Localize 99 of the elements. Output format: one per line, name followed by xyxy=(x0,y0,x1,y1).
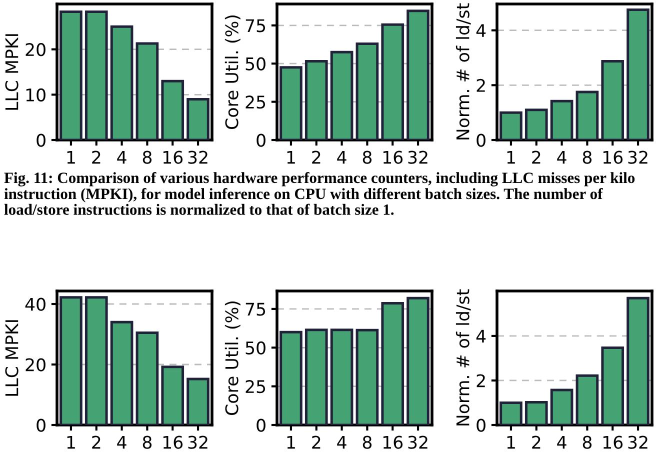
bar xyxy=(576,90,599,140)
bar xyxy=(626,8,650,140)
y-tick-label: 20 xyxy=(26,358,46,372)
y-axis-title: LLC MPKI xyxy=(5,34,18,110)
x-tick-label: 8 xyxy=(142,436,152,449)
bar xyxy=(186,378,210,425)
caption: Fig. 11: Comparison of various hardware performance counters, including LLC misses per kilo instruction (MPKI), for model inference on CPU with different batch sizes. The number of load/store instructions is normalized to that of batch size 1. xyxy=(4,172,635,215)
bar xyxy=(500,111,522,140)
x-tick-label: 8 xyxy=(582,150,592,164)
x-tick-label: 1 xyxy=(287,150,295,164)
y-tick-label: 0 xyxy=(476,418,486,432)
x-tick-label: 32 xyxy=(628,150,648,164)
bar xyxy=(381,302,404,425)
y-tick-label: 4 xyxy=(476,330,486,343)
x-tick-label: 2 xyxy=(92,150,100,164)
x-tick-label: 2 xyxy=(532,436,540,449)
bar xyxy=(381,23,404,140)
y-tick-label: 4 xyxy=(476,24,486,37)
y-tick-label: 40 xyxy=(25,298,46,311)
x-tick-label: 1 xyxy=(67,436,75,449)
y-tick-label: 20 xyxy=(26,43,46,56)
bar xyxy=(524,108,548,140)
y-tick-label: 0 xyxy=(256,418,266,432)
y-tick-label: 0 xyxy=(36,134,46,147)
bar xyxy=(550,388,574,425)
bar xyxy=(576,374,599,425)
y-axis-title: Core Util. (%) xyxy=(224,302,240,415)
x-tick-label: 8 xyxy=(142,150,152,164)
x-tick-label: 16 xyxy=(603,150,623,164)
bar xyxy=(330,328,354,425)
x-tick-label: 2 xyxy=(92,436,100,449)
bar xyxy=(136,331,159,425)
x-tick-label: 1 xyxy=(67,150,75,164)
y-axis-title: Core Util. (%) xyxy=(224,16,240,129)
x-tick-label: 16 xyxy=(163,150,183,164)
y-tick-label: 0 xyxy=(36,418,46,432)
y-tick-label: 75 xyxy=(246,19,266,32)
y-tick-label: 2 xyxy=(476,78,485,92)
x-tick-label: 4 xyxy=(117,150,126,164)
bar xyxy=(626,296,650,425)
x-tick-label: 4 xyxy=(337,150,346,164)
x-tick-label: 4 xyxy=(337,436,346,449)
bar xyxy=(280,330,302,425)
bar xyxy=(161,366,184,425)
x-tick-label: 4 xyxy=(557,436,566,449)
bar xyxy=(500,401,522,425)
bar xyxy=(110,320,134,425)
x-tick-label: 32 xyxy=(188,436,208,449)
bar xyxy=(304,328,328,425)
x-tick-label: 16 xyxy=(603,436,623,449)
y-tick-label: 50 xyxy=(246,341,266,354)
x-tick-label: 8 xyxy=(362,150,372,164)
y-axis-title: Norm. # of ld/st xyxy=(456,289,471,426)
x-tick-label: 1 xyxy=(507,436,515,449)
bar xyxy=(280,66,302,140)
bar xyxy=(161,80,184,140)
bar xyxy=(110,25,134,140)
bar xyxy=(601,346,624,425)
x-tick-label: 8 xyxy=(362,436,372,449)
x-tick-label: 16 xyxy=(163,436,183,449)
x-tick-label: 16 xyxy=(383,150,403,164)
bar xyxy=(84,296,108,425)
y-tick-label: 10 xyxy=(26,88,46,102)
y-tick-label: 25 xyxy=(246,96,266,109)
x-tick-label: 1 xyxy=(507,150,515,164)
bar xyxy=(356,42,379,140)
x-tick-label: 2 xyxy=(312,150,320,164)
x-tick-label: 16 xyxy=(383,436,403,449)
x-tick-label: 4 xyxy=(117,436,126,449)
bar xyxy=(136,42,159,140)
x-tick-label: 32 xyxy=(408,150,428,164)
x-tick-label: 1 xyxy=(287,436,295,449)
y-tick-label: 50 xyxy=(246,57,266,70)
y-tick-label: 0 xyxy=(476,134,486,147)
bar xyxy=(406,296,430,425)
bar xyxy=(356,328,379,425)
x-tick-label: 32 xyxy=(408,436,428,449)
bar xyxy=(524,401,548,425)
x-tick-label: 4 xyxy=(557,150,566,164)
y-tick-label: 75 xyxy=(246,302,266,316)
x-tick-label: 2 xyxy=(532,150,540,164)
bar xyxy=(406,10,430,140)
bar xyxy=(60,296,82,425)
y-tick-label: 2 xyxy=(476,374,485,388)
x-tick-label: 2 xyxy=(312,436,320,449)
x-tick-label: 32 xyxy=(628,436,648,449)
bar xyxy=(84,10,108,140)
bar xyxy=(550,100,574,140)
y-tick-label: 25 xyxy=(246,380,266,394)
x-tick-label: 8 xyxy=(582,436,592,449)
y-axis-title: Norm. # of ld/st xyxy=(456,3,471,140)
x-tick-label: 32 xyxy=(188,150,208,164)
bar xyxy=(304,60,328,140)
bar xyxy=(186,98,210,140)
y-tick-label: 0 xyxy=(256,134,266,147)
bar xyxy=(330,50,354,140)
bar xyxy=(60,10,82,140)
bar xyxy=(601,60,624,140)
y-axis-title: LLC MPKI xyxy=(5,320,18,396)
